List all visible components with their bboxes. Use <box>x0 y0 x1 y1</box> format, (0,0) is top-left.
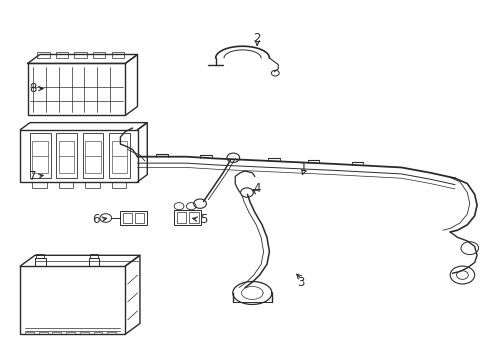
Bar <box>35 258 46 266</box>
Bar <box>85 182 100 188</box>
Bar <box>85 140 101 173</box>
Bar <box>109 134 130 178</box>
Bar <box>123 213 132 223</box>
Bar <box>32 140 48 173</box>
Bar <box>189 212 198 223</box>
Bar <box>32 182 47 188</box>
Bar <box>112 51 124 58</box>
Bar <box>83 134 103 178</box>
Bar <box>56 134 77 178</box>
Bar <box>39 332 48 334</box>
Bar <box>36 254 44 258</box>
Bar <box>90 254 98 258</box>
Bar <box>112 182 126 188</box>
Bar <box>174 211 201 225</box>
Bar <box>20 130 138 182</box>
Bar <box>30 134 50 178</box>
Bar <box>59 140 74 173</box>
Bar <box>112 140 127 173</box>
Bar <box>107 332 116 334</box>
Bar <box>52 332 61 334</box>
Text: 5: 5 <box>200 213 207 226</box>
Bar <box>20 266 125 334</box>
Text: 2: 2 <box>253 32 261 45</box>
Bar <box>176 212 186 223</box>
Text: 6: 6 <box>92 213 100 226</box>
Text: 3: 3 <box>297 276 305 289</box>
Bar <box>94 332 102 334</box>
Bar <box>121 211 147 225</box>
Bar <box>80 332 89 334</box>
Bar <box>59 182 74 188</box>
Bar <box>27 63 125 116</box>
Text: 1: 1 <box>300 161 307 174</box>
Bar <box>37 51 49 58</box>
Bar <box>74 51 87 58</box>
Bar <box>93 51 105 58</box>
Bar <box>66 332 75 334</box>
Bar <box>135 213 144 223</box>
Text: 4: 4 <box>253 183 261 195</box>
Bar <box>25 332 34 334</box>
Bar <box>89 258 99 266</box>
Text: 8: 8 <box>29 82 36 95</box>
Bar <box>56 51 68 58</box>
Text: 7: 7 <box>29 170 36 183</box>
